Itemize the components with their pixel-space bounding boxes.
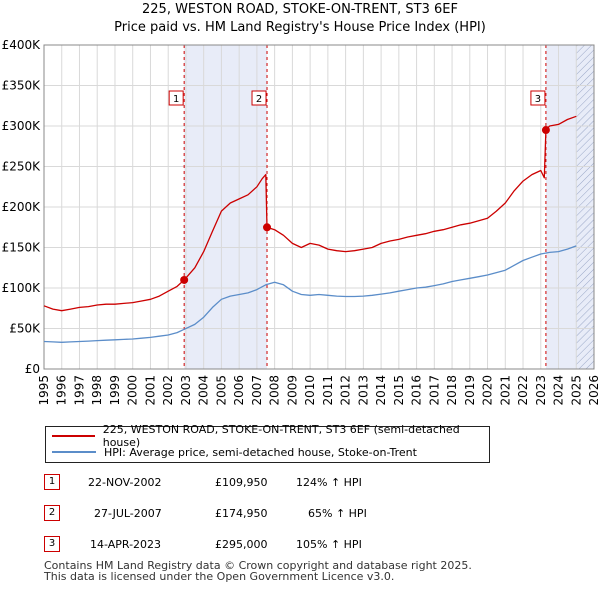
x-tick-label: 2024 (552, 375, 566, 406)
sale-number-badge: 3 (44, 536, 60, 552)
x-tick-label: 2013 (356, 375, 370, 406)
sale-price: £109,950 (215, 476, 268, 489)
y-tick-label: £200K (2, 200, 42, 214)
sale-label-box (168, 90, 184, 106)
x-tick-label: 2000 (126, 375, 140, 406)
y-tick-label: £300K (2, 119, 42, 133)
chart-area: £0 £50K £100K £150K £200K £250K £300K £350K £400… (2, 38, 600, 406)
chart-title: 225, WESTON ROAD, STOKE-ON-TRENT, ST3 6E… (142, 2, 458, 17)
sale-row: 2 27-JUL-2007 £174,950 65% ↑ HPI (44, 505, 464, 523)
x-tick-label: 2007 (250, 375, 264, 406)
sale-row: 3 14-APR-2023 £295,000 105% ↑ HPI (44, 536, 464, 554)
x-tick-label: 2009 (285, 375, 299, 406)
property-series-line (43, 115, 577, 312)
plot-frame (43, 44, 595, 370)
sale-point (263, 223, 272, 232)
x-tick-label: 1995 (37, 375, 51, 406)
x-tick-label: 2016 (410, 375, 424, 406)
x-tick-label: 2023 (534, 375, 548, 406)
sale-row: 1 22-NOV-2002 £109,950 124% ↑ HPI (44, 474, 464, 492)
y-tick-label: £50K (9, 322, 41, 336)
legend: 225, WESTON ROAD, STOKE-ON-TRENT, ST3 6E… (45, 423, 490, 463)
footer-copyright: Contains HM Land Registry data © Crown c… (44, 559, 472, 572)
sale-date: 14-APR-2023 (90, 538, 162, 551)
x-tick-label: 2005 (214, 375, 228, 406)
y-tick-label: £100K (2, 281, 42, 295)
y-tick-label: £350K (2, 79, 42, 93)
footer: Contains HM Land Registry data © Crown c… (44, 560, 472, 582)
x-tick-label: 2022 (516, 375, 530, 406)
hpi-series-line (43, 245, 577, 343)
chart-subtitle: Price paid vs. HM Land Registry's House … (114, 20, 486, 35)
y-tick-label: £0 (25, 362, 40, 376)
sale-point (541, 126, 550, 135)
x-tick-label: 2008 (268, 375, 282, 406)
x-tick-label: 2026 (587, 375, 600, 406)
x-tick-label: 2014 (374, 375, 388, 406)
sale-price: £295,000 (215, 538, 268, 551)
x-tick-label: 2025 (569, 375, 583, 406)
x-tick-label: 2006 (232, 375, 246, 406)
x-tick-label: 2018 (445, 375, 459, 406)
footer-licence: This data is licensed under the Open Gov… (44, 570, 395, 583)
sale-hpi-change: 65% ↑ HPI (308, 507, 367, 520)
x-tick-label: 2004 (197, 375, 211, 406)
x-tick-label: 2020 (481, 375, 495, 406)
x-tick-label: 2017 (427, 375, 441, 406)
y-tick-label: £400K (2, 38, 42, 52)
x-tick-label: 2015 (392, 375, 406, 406)
x-tick-label: 2011 (321, 375, 335, 406)
sale-label-box (251, 90, 267, 106)
sale-number-badge: 1 (44, 474, 60, 490)
x-tick-label: 2010 (303, 375, 317, 406)
legend-swatch-property (52, 435, 95, 437)
y-tick-label: £250K (2, 160, 42, 174)
x-tick-label: 1999 (108, 375, 122, 406)
sale-date: 22-NOV-2002 (88, 476, 162, 489)
legend-label-hpi: HPI: Average price, semi-detached house,… (104, 445, 417, 459)
legend-item-property: 225, WESTON ROAD, STOKE-ON-TRENT, ST3 6E… (52, 423, 489, 449)
legend-swatch-hpi (52, 451, 96, 453)
x-tick-label: 1997 (72, 375, 86, 406)
x-tick-label: 2019 (463, 375, 477, 406)
sale-label-number: 2 (256, 94, 262, 105)
x-tick-label: 2003 (179, 375, 193, 406)
legend-label-property: 225, WESTON ROAD, STOKE-ON-TRENT, ST3 6E… (102, 423, 460, 449)
x-tick-label: 2001 (143, 375, 157, 406)
x-tick-label: 1998 (90, 375, 104, 406)
sale-hpi-change: 124% ↑ HPI (296, 476, 362, 489)
x-tick-label: 2002 (161, 375, 175, 406)
sale-date: 27-JUL-2007 (94, 507, 162, 520)
sale-number-badge: 2 (44, 505, 60, 521)
sale-label-number: 3 (535, 94, 541, 105)
x-tick-label: 2012 (339, 375, 353, 406)
x-tick-label: 2021 (498, 375, 512, 406)
x-tick-label: 1996 (55, 375, 69, 406)
sale-label-number: 1 (173, 94, 179, 105)
legend-item-hpi: HPI: Average price, semi-detached house,… (52, 444, 417, 460)
sale-label-box (530, 90, 546, 106)
sale-price: £174,950 (215, 507, 268, 520)
sale-hpi-change: 105% ↑ HPI (296, 538, 362, 551)
sale-point (180, 275, 189, 284)
y-tick-label: £150K (2, 241, 42, 255)
